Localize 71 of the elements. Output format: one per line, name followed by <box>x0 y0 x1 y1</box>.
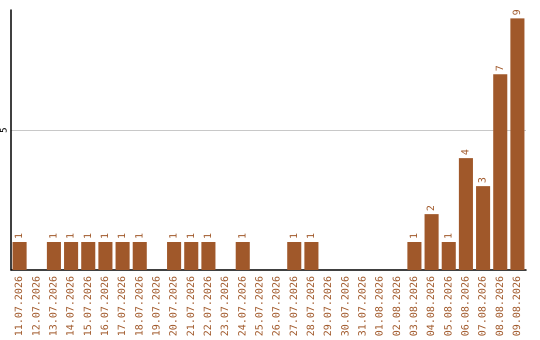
x-tick-label: 21.07.2026 <box>186 276 197 336</box>
bar <box>493 74 508 270</box>
x-tick-label: 12.07.2026 <box>31 276 42 336</box>
y-tick-label: 5 <box>0 128 10 133</box>
data-label: 1 <box>306 233 317 240</box>
bar <box>98 242 112 270</box>
bar <box>184 242 198 270</box>
x-tick-label: 18.07.2026 <box>134 276 146 336</box>
data-label: 3 <box>478 177 489 184</box>
x-tick-label: 29.07.2026 <box>323 276 334 336</box>
x-tick-label: 25.07.2026 <box>254 276 266 336</box>
x-tick-label: 28.07.2026 <box>306 276 317 336</box>
bar <box>458 158 473 270</box>
bar <box>424 214 439 270</box>
data-label: 1 <box>186 233 197 240</box>
x-tick-label: 17.07.2026 <box>117 276 128 336</box>
x-tick-label: 07.08.2026 <box>478 276 489 336</box>
data-label: 4 <box>460 149 472 156</box>
x-tick-label: 22.07.2026 <box>202 276 214 336</box>
data-label: 1 <box>82 233 94 240</box>
data-label: 1 <box>66 233 77 240</box>
bar <box>236 242 250 270</box>
x-tick-label: 08.08.2026 <box>494 276 506 336</box>
bar <box>12 242 27 270</box>
x-tick-label: 31.07.2026 <box>357 276 368 336</box>
x-tick-label: 06.08.2026 <box>460 276 472 336</box>
x-tick-label: 19.07.2026 <box>151 276 162 336</box>
bar <box>167 242 182 270</box>
data-label: 7 <box>494 65 506 72</box>
x-tick-label: 03.08.2026 <box>408 276 420 336</box>
x-tick-label: 09.08.2026 <box>512 276 523 336</box>
x-tick-label: 15.07.2026 <box>82 276 94 336</box>
x-tick-label: 04.08.2026 <box>426 276 438 336</box>
bar <box>132 242 147 270</box>
bar <box>304 242 318 270</box>
bar <box>46 242 61 270</box>
data-label: 1 <box>443 233 454 240</box>
x-tick-label: 14.07.2026 <box>66 276 77 336</box>
x-tick-label: 05.08.2026 <box>443 276 454 336</box>
data-label: 1 <box>237 233 248 240</box>
bar <box>64 242 78 270</box>
data-label: 9 <box>512 9 523 16</box>
x-tick-label: 02.08.2026 <box>392 276 403 336</box>
data-label: 1 <box>14 233 26 240</box>
x-tick-label: 24.07.2026 <box>237 276 248 336</box>
data-label: 1 <box>408 233 420 240</box>
data-label: 1 <box>134 233 146 240</box>
x-tick-label: 13.07.2026 <box>48 276 60 336</box>
x-tick-label: 11.07.2026 <box>14 276 26 336</box>
x-tick-label: 26.07.2026 <box>272 276 283 336</box>
bar <box>476 186 490 270</box>
x-tick-label: 23.07.2026 <box>220 276 232 336</box>
data-label: 1 <box>288 233 300 240</box>
bar <box>407 242 422 270</box>
x-tick-label: 01.08.2026 <box>374 276 386 336</box>
bar <box>116 242 130 270</box>
data-label: 1 <box>117 233 128 240</box>
bar <box>510 18 524 270</box>
data-label: 1 <box>168 233 180 240</box>
x-tick-label: 30.07.2026 <box>340 276 352 336</box>
data-label: 2 <box>426 205 438 212</box>
x-tick-label: 20.07.2026 <box>168 276 180 336</box>
data-label: 1 <box>100 233 111 240</box>
data-label: 1 <box>202 233 214 240</box>
bar <box>81 242 96 270</box>
data-label: 1 <box>48 233 60 240</box>
x-tick-label: 16.07.2026 <box>100 276 111 336</box>
x-tick-label: 27.07.2026 <box>288 276 300 336</box>
bar <box>201 242 216 270</box>
bar <box>287 242 302 270</box>
bar <box>442 242 456 270</box>
